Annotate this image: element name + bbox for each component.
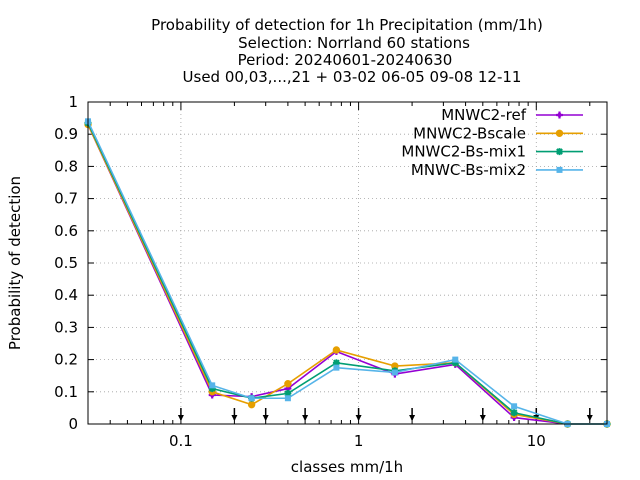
y-tick-label: 0.5	[54, 254, 78, 272]
threshold-arrow-head	[262, 415, 269, 421]
legend-entry: MNWC-Bs-mix2	[411, 161, 583, 179]
y-tick-label: 0.3	[54, 318, 78, 336]
data-point-core	[557, 112, 562, 118]
data-point	[209, 382, 216, 389]
data-point-core	[285, 386, 291, 391]
x-tick-label: 1	[354, 432, 364, 450]
legend-label: MNWC2-ref	[441, 106, 526, 124]
series-lines	[84, 118, 611, 428]
threshold-arrow-head	[586, 415, 593, 421]
threshold-arrow-head	[479, 415, 486, 421]
legend-label: MNWC2-Bs-mix1	[401, 143, 526, 161]
y-tick-label: 0.7	[54, 190, 78, 208]
series-mnwc-bs-mix2	[85, 118, 610, 427]
series-line	[87, 122, 607, 425]
y-tick-label: 0.1	[54, 383, 78, 401]
data-point	[333, 364, 340, 371]
x-tick-label: 0.1	[169, 432, 193, 450]
grid	[88, 102, 607, 424]
data-point	[556, 148, 563, 156]
data-point	[555, 129, 564, 138]
title-line-1: Probability of detection for 1h Precipit…	[151, 16, 543, 34]
data-point	[510, 409, 518, 417]
series-mnwc2-bscale	[84, 120, 611, 428]
data-point	[248, 395, 255, 402]
x-axis-label: classes mm/1h	[291, 458, 403, 476]
data-point	[284, 380, 292, 388]
title-line-2: Selection: Norrland 60 stations	[238, 34, 470, 52]
x-tick-label: 10	[527, 432, 546, 450]
y-axis-label: Probability of detection	[6, 176, 24, 350]
y-tick-label: 0.4	[54, 286, 78, 304]
data-point	[208, 385, 216, 393]
data-point	[391, 369, 398, 376]
chart-title: Probability of detection for 1h Precipit…	[151, 16, 543, 86]
threshold-arrow-head	[302, 415, 309, 421]
plot-frame	[87, 101, 608, 425]
y-tick-label: 1	[68, 93, 78, 111]
y-tick-label: 0.6	[54, 222, 78, 240]
legend: MNWC2-refMNWC2-BscaleMNWC2-Bs-mix1MNWC-B…	[401, 106, 583, 179]
legend-label: MNWC2-Bscale	[413, 124, 526, 142]
data-point	[332, 346, 341, 354]
data-point	[284, 389, 292, 397]
data-point	[511, 403, 518, 410]
series-mnwc2-ref	[84, 121, 611, 428]
y-tick-label: 0.2	[54, 351, 78, 369]
series-mnwc2-bs-mix1	[84, 119, 611, 428]
legend-entry: MNWC2-ref	[441, 106, 583, 124]
series-line	[87, 124, 607, 425]
series-line	[87, 124, 607, 425]
y-tick-label: 0.8	[54, 157, 78, 175]
data-point	[332, 359, 340, 367]
y-tick-label: 0.9	[54, 125, 78, 143]
legend-entry: MNWC2-Bscale	[413, 124, 583, 142]
y-tick-label: 0	[68, 415, 78, 433]
data-point	[556, 166, 563, 173]
threshold-markers	[177, 408, 593, 421]
threshold-arrow-head	[409, 415, 416, 421]
data-point	[247, 400, 256, 409]
legend-label: MNWC-Bs-mix2	[411, 161, 526, 179]
threshold-arrow-head	[355, 415, 362, 421]
title-line-4: Used 00,03,...,21 + 03-02 06-05 09-08 12…	[183, 68, 522, 86]
y-axis-ticks: 0 0.1 0.2 0.3 0.4 0.5 0.6 0.7 0.8 0.9 1	[54, 93, 607, 433]
series-line	[87, 120, 607, 425]
threshold-arrow-head	[231, 415, 238, 421]
legend-entry: MNWC2-Bs-mix1	[401, 143, 583, 161]
data-point	[451, 359, 459, 367]
data-point	[284, 395, 291, 402]
title-line-3: Period: 20240601-20240630	[238, 51, 453, 69]
threshold-arrow-head	[177, 415, 184, 421]
data-point	[452, 356, 459, 363]
